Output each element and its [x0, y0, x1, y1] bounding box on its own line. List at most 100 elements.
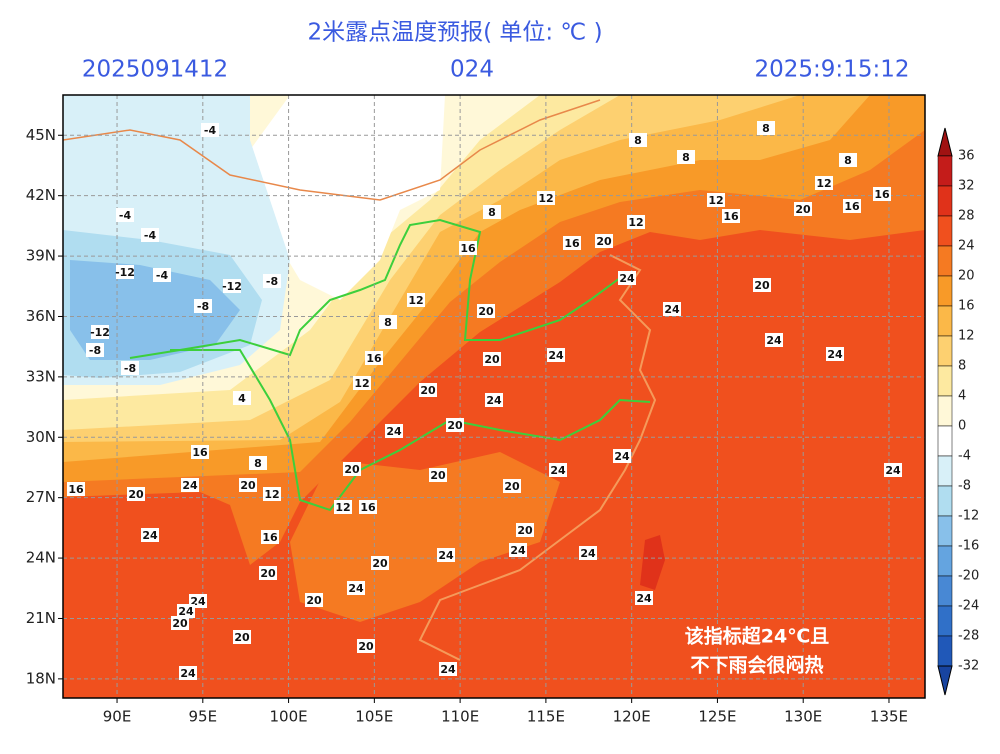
- contour-label-box: [371, 556, 389, 570]
- contour-label-box: [233, 391, 251, 405]
- colorbar-bin: [937, 335, 953, 367]
- contour-label-box: [503, 479, 521, 493]
- colorbar-bin: [937, 215, 953, 247]
- contour-label: 8: [682, 151, 690, 164]
- contour-label-box: [635, 591, 653, 605]
- y-tick-label: 18N: [26, 669, 56, 687]
- colorbar-bin: [937, 365, 953, 397]
- contour-label: 20: [234, 631, 250, 644]
- contour-label-box: [815, 176, 833, 190]
- contour-label: 24: [438, 549, 454, 562]
- contour-label: 20: [596, 235, 612, 248]
- contour-label-box: [765, 333, 783, 347]
- contour-label: 20: [172, 617, 188, 630]
- colorbar-label: -32: [958, 659, 979, 674]
- contour-label-box: [239, 478, 257, 492]
- title: 2米露点温度预报( 单位: ℃ ): [307, 20, 602, 46]
- contour-label-box: [753, 278, 771, 292]
- contour-label: -4: [156, 269, 169, 282]
- contour-label-box: [437, 548, 455, 562]
- y-tick-label: 27N: [26, 488, 56, 506]
- colorbar-label: 12: [958, 329, 975, 344]
- colorbar-label: -28: [958, 629, 979, 644]
- contour-label-box: [677, 150, 695, 164]
- contour-label: -12: [90, 326, 110, 339]
- contour-label: 24: [182, 479, 198, 492]
- colorbar-bin: [937, 155, 953, 187]
- colorbar-bin: [937, 575, 953, 607]
- contour-label: 20: [344, 463, 360, 476]
- colorbar-label: 32: [958, 179, 975, 194]
- contour-label-box: [843, 199, 861, 213]
- contour-label: 8: [762, 122, 770, 135]
- colorbar-bin: [937, 635, 953, 667]
- x-tick-label: 120E: [613, 708, 651, 726]
- colorbar-label: 20: [958, 269, 975, 284]
- contour-label-box: [618, 271, 636, 285]
- contour-label-box: [446, 418, 464, 432]
- colorbar-bin: [937, 395, 953, 427]
- contour-label-box: [439, 662, 457, 676]
- contour-label: 20: [260, 567, 276, 580]
- colorbar-bin: [937, 185, 953, 217]
- contour-label-box: [884, 463, 902, 477]
- contour-label-box: [357, 639, 375, 653]
- x-tick-label: 90E: [103, 708, 132, 726]
- contour-label-box: [179, 666, 197, 680]
- contour-label: 20: [795, 203, 811, 216]
- field-28: [640, 535, 665, 590]
- x-tick-label: 125E: [698, 708, 736, 726]
- contour-label-box: [334, 500, 352, 514]
- contour-label: 12: [816, 177, 831, 190]
- contour-label: 24: [510, 544, 526, 557]
- contour-label: -4: [119, 209, 132, 222]
- contour-label-box: [201, 123, 219, 137]
- contour-label-box: [627, 215, 645, 229]
- contour-label: 8: [254, 457, 262, 470]
- contour-label-box: [429, 468, 447, 482]
- x-tick-label: 115E: [527, 708, 565, 726]
- colorbar-label: 4: [958, 389, 966, 404]
- contour-label-box: [385, 424, 403, 438]
- contour-label: -4: [144, 229, 157, 242]
- contour-label: 20: [484, 353, 500, 366]
- contour-label-box: [537, 191, 555, 205]
- contour-label-box: [547, 348, 565, 362]
- contour-label: 12: [264, 488, 279, 501]
- colorbar-label: -12: [958, 509, 979, 524]
- contour-label-box: [141, 228, 159, 242]
- lead-time: 024: [450, 57, 494, 83]
- colorbar-bin: [937, 605, 953, 637]
- river: [129, 218, 621, 359]
- contour-label: 20: [517, 524, 533, 537]
- contour-label-box: [516, 523, 534, 537]
- contour-label: 20: [358, 640, 374, 653]
- colorbar-end: [937, 665, 953, 696]
- colorbar-end: [937, 127, 953, 157]
- plot-frame: [62, 94, 926, 699]
- contour-label-box: [359, 500, 377, 514]
- annotation: 不下雨会很闷热: [690, 654, 823, 677]
- contour-label-box: [91, 325, 109, 339]
- contour-label-box: [153, 268, 171, 282]
- contour-label-box: [365, 351, 383, 365]
- coastline: [418, 254, 657, 661]
- contour-label: 4: [238, 392, 246, 405]
- contour-label: 24: [664, 303, 680, 316]
- contour-label: 24: [885, 464, 901, 477]
- contour-label: 24: [142, 529, 158, 542]
- contour-label-box: [722, 209, 740, 223]
- x-tick-label: 95E: [189, 708, 218, 726]
- contour-label: 24: [180, 667, 196, 680]
- contour-label-box: [379, 315, 397, 329]
- contour-label-box: [347, 581, 365, 595]
- contour-label-box: [261, 530, 279, 544]
- contour-label-box: [86, 343, 104, 357]
- contour-label: 24: [827, 348, 843, 361]
- colorbar-label: -8: [958, 479, 971, 494]
- contour-label: 8: [844, 154, 852, 167]
- contour-label-box: [233, 630, 251, 644]
- colorbar-label: 8: [958, 359, 966, 374]
- contour-label-box: [305, 593, 323, 607]
